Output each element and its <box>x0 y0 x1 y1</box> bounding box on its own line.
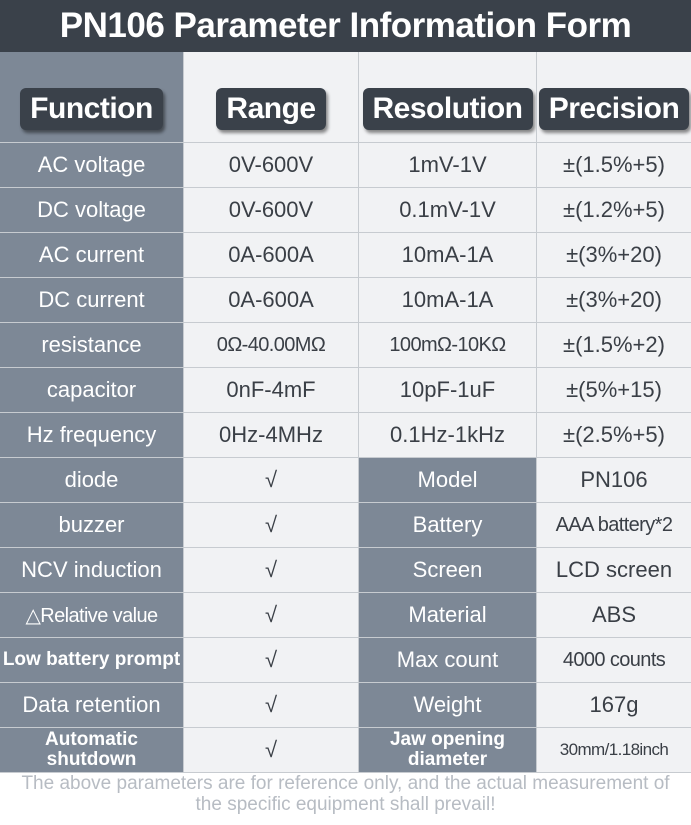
precision-cell: ±(1.2%+5) <box>537 188 691 232</box>
resolution-cell: 10pF-1uF <box>359 368 537 412</box>
check-mark: √ <box>184 593 359 637</box>
table-header-row: Function Range Resolution Precision <box>0 52 691 143</box>
function-cell: diode <box>0 458 184 502</box>
spec-value: PN106 <box>537 458 691 502</box>
spec-value: 30mm/1.18inch <box>537 728 691 772</box>
table-row: DC voltage 0V-600V 0.1mV-1V ±(1.2%+5) <box>0 188 691 233</box>
check-mark: √ <box>184 728 359 772</box>
disclaimer-text: The above parameters are for reference o… <box>21 772 670 815</box>
feature-row: Automatic shutdown √ Jaw opening diamete… <box>0 728 691 773</box>
table-row: DC current 0A-600A 10mA-1A ±(3%+20) <box>0 278 691 323</box>
function-cell: resistance <box>0 323 184 367</box>
range-cell: 0Hz-4MHz <box>184 413 359 457</box>
function-cell: DC voltage <box>0 188 184 232</box>
check-mark: √ <box>184 458 359 502</box>
precision-cell: ±(3%+20) <box>537 278 691 322</box>
spec-value: AAA battery*2 <box>537 503 691 547</box>
header-function-cell: Function <box>0 52 184 142</box>
precision-cell: ±(5%+15) <box>537 368 691 412</box>
title-bar: PN106 Parameter Information Form <box>0 0 691 52</box>
function-cell: AC current <box>0 233 184 277</box>
spec-label: Jaw opening diameter <box>359 728 537 772</box>
spec-label: Max count <box>359 638 537 682</box>
precision-cell: ±(1.5%+5) <box>537 143 691 187</box>
precision-cell: ±(1.5%+2) <box>537 323 691 367</box>
parameter-table: Function Range Resolution Precision AC v… <box>0 52 691 773</box>
function-cell: AC voltage <box>0 143 184 187</box>
range-cell: 0A-600A <box>184 278 359 322</box>
header-precision-cell: Precision <box>537 52 691 142</box>
table-row: resistance 0Ω-40.00MΩ 100mΩ-10KΩ ±(1.5%+… <box>0 323 691 368</box>
function-cell: DC current <box>0 278 184 322</box>
spec-label: Battery <box>359 503 537 547</box>
check-mark: √ <box>184 548 359 592</box>
resolution-cell: 10mA-1A <box>359 233 537 277</box>
page-title: PN106 Parameter Information Form <box>59 6 632 45</box>
function-cell: Data retention <box>0 683 184 727</box>
function-cell: Low battery prompt <box>0 638 184 682</box>
precision-cell: ±(3%+20) <box>537 233 691 277</box>
spec-label: Screen <box>359 548 537 592</box>
function-cell: buzzer <box>0 503 184 547</box>
function-cell: Hz frequency <box>0 413 184 457</box>
header-precision: Precision <box>538 88 690 130</box>
table-row: Hz frequency 0Hz-4MHz 0.1Hz-1kHz ±(2.5%+… <box>0 413 691 458</box>
header-resolution-cell: Resolution <box>359 52 537 142</box>
feature-row: diode √ Model PN106 <box>0 458 691 503</box>
function-cell: △Relative value <box>0 593 184 637</box>
feature-row: Data retention √ Weight 167g <box>0 683 691 728</box>
resolution-cell: 0.1Hz-1kHz <box>359 413 537 457</box>
range-cell: 0Ω-40.00MΩ <box>184 323 359 367</box>
spec-value: ABS <box>537 593 691 637</box>
feature-row: △Relative value √ Material ABS <box>0 593 691 638</box>
range-cell: 0V-600V <box>184 143 359 187</box>
spec-value: 4000 counts <box>537 638 691 682</box>
table-row: capacitor 0nF-4mF 10pF-1uF ±(5%+15) <box>0 368 691 413</box>
spec-value: 167g <box>537 683 691 727</box>
check-mark: √ <box>184 503 359 547</box>
table-row: AC voltage 0V-600V 1mV-1V ±(1.5%+5) <box>0 143 691 188</box>
range-cell: 0V-600V <box>184 188 359 232</box>
resolution-cell: 1mV-1V <box>359 143 537 187</box>
function-cell: capacitor <box>0 368 184 412</box>
header-resolution: Resolution <box>362 88 533 130</box>
function-cell: NCV induction <box>0 548 184 592</box>
check-mark: √ <box>184 683 359 727</box>
feature-row: buzzer √ Battery AAA battery*2 <box>0 503 691 548</box>
table-row: AC current 0A-600A 10mA-1A ±(3%+20) <box>0 233 691 278</box>
range-cell: 0A-600A <box>184 233 359 277</box>
resolution-cell: 100mΩ-10KΩ <box>359 323 537 367</box>
feature-row: Low battery prompt √ Max count 4000 coun… <box>0 638 691 683</box>
spec-label: Model <box>359 458 537 502</box>
spec-label: Weight <box>359 683 537 727</box>
header-range: Range <box>216 88 326 130</box>
check-mark: √ <box>184 638 359 682</box>
header-range-cell: Range <box>184 52 359 142</box>
resolution-cell: 0.1mV-1V <box>359 188 537 232</box>
feature-row: NCV induction √ Screen LCD screen <box>0 548 691 593</box>
header-function: Function <box>20 88 163 130</box>
spec-value: LCD screen <box>537 548 691 592</box>
spec-label: Material <box>359 593 537 637</box>
resolution-cell: 10mA-1A <box>359 278 537 322</box>
function-cell: Automatic shutdown <box>0 728 184 772</box>
range-cell: 0nF-4mF <box>184 368 359 412</box>
precision-cell: ±(2.5%+5) <box>537 413 691 457</box>
